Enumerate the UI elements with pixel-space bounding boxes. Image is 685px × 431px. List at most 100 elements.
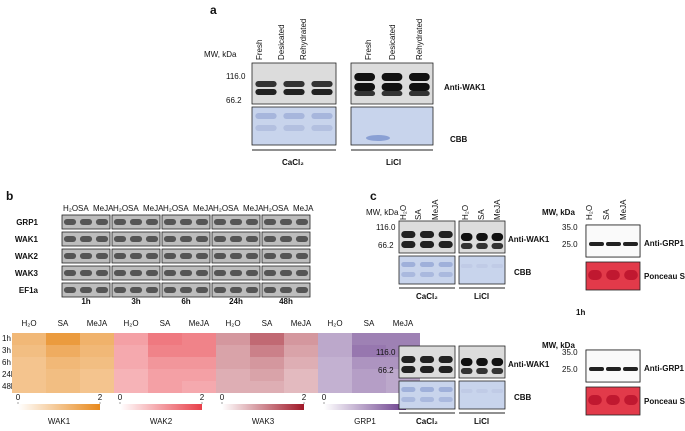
mw-title: MW, kDa (366, 208, 399, 217)
mw-title: MW, kDa (542, 208, 575, 217)
band (113, 219, 127, 225)
stain-panel (458, 380, 506, 410)
gel-header: H₂O (163, 204, 178, 213)
gene-label: GRP1 (16, 218, 38, 227)
band (283, 113, 305, 119)
heatmap-cell (352, 345, 386, 357)
band (195, 287, 209, 293)
band (491, 243, 504, 249)
band (401, 231, 416, 238)
band (295, 219, 309, 225)
heatmap-cell (216, 345, 250, 357)
panel-label: b (6, 189, 13, 203)
band (419, 272, 435, 277)
band (279, 253, 293, 259)
antibody-label: Anti-WAK1 (508, 360, 550, 369)
heatmap-cell (250, 333, 284, 345)
gel-header: SA (128, 204, 139, 213)
band (113, 253, 127, 259)
lane-label: MeJA (493, 199, 502, 220)
band (263, 253, 277, 259)
western-blot (585, 224, 641, 258)
group-label: LiCl (474, 292, 489, 301)
band (401, 387, 416, 392)
mw-marker: 66.2 (226, 96, 242, 105)
western-blot (585, 349, 641, 383)
mw-marker: 66.2 (378, 366, 394, 375)
band (145, 219, 159, 225)
band (229, 253, 243, 259)
lane-label: Fresh (255, 40, 264, 60)
heatmap-cell (352, 381, 386, 393)
heatmap-header: MeJA (87, 319, 108, 328)
band (419, 397, 435, 402)
heatmap-cell (216, 357, 250, 369)
gel-header: MeJA (143, 204, 164, 213)
heatmap-cell (250, 357, 284, 369)
stain-panel (458, 255, 506, 285)
gel-header: MeJA (93, 204, 114, 213)
band (354, 83, 376, 91)
band (279, 270, 293, 276)
lane-label: H₂O (399, 205, 408, 220)
heatmap-cell (12, 345, 46, 357)
gel-header: H₂O (263, 204, 278, 213)
colorbar-tick: 2 (302, 393, 307, 402)
band (401, 356, 416, 363)
time-label: 24h (229, 297, 243, 306)
heatmap-header: H₂O (123, 319, 138, 328)
lane-label: Rehydrated (415, 19, 424, 60)
heatmap-cell (352, 333, 386, 345)
stain-label: CBB (514, 268, 532, 277)
colorbar-name: WAK3 (252, 417, 275, 426)
heatmap-cell (148, 381, 182, 393)
band (63, 253, 77, 259)
band (195, 253, 209, 259)
heatmap-cell (12, 369, 46, 381)
band (588, 270, 602, 280)
band (245, 270, 259, 276)
band (381, 91, 403, 96)
band (95, 219, 109, 225)
lane-label: SA (414, 209, 423, 220)
time-label: 48h (279, 297, 293, 306)
band (195, 236, 209, 242)
band (255, 81, 277, 87)
heatmap-cell (80, 345, 114, 357)
band (589, 242, 604, 246)
heatmap-cell (12, 333, 46, 345)
band (213, 253, 227, 259)
band (460, 264, 473, 268)
band (245, 219, 259, 225)
time-label: 1h (576, 308, 585, 317)
band (179, 219, 193, 225)
heatmap-cell (250, 381, 284, 393)
band (279, 287, 293, 293)
heatmap-cell (148, 333, 182, 345)
heatmap-cell (216, 381, 250, 393)
heatmap-cell (80, 381, 114, 393)
gel-header: MeJA (193, 204, 214, 213)
heatmap-cell (182, 369, 216, 381)
band (213, 270, 227, 276)
heatmap-cell (46, 333, 80, 345)
heatmap-cell (46, 357, 80, 369)
group-label: LiCl (474, 417, 489, 426)
mw-title: MW, kDa (542, 341, 575, 350)
gel-header: SA (228, 204, 239, 213)
band (229, 236, 243, 242)
band (588, 395, 602, 405)
band (623, 242, 638, 246)
mw-marker: 116.0 (226, 72, 246, 81)
band (195, 219, 209, 225)
band (129, 270, 143, 276)
band (606, 395, 620, 405)
heatmap-row-label: 3h (2, 346, 11, 355)
heatmap-cell (46, 369, 80, 381)
band (145, 270, 159, 276)
band (245, 236, 259, 242)
heatmap-cell (182, 357, 216, 369)
group-label: CaCl₂ (282, 158, 304, 167)
band (438, 272, 453, 277)
